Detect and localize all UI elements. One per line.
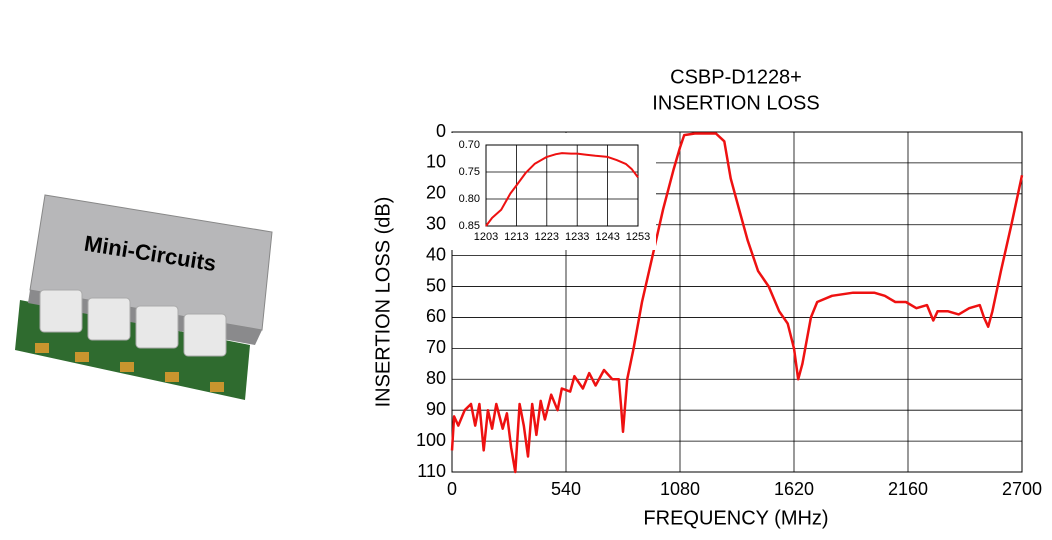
data-line (450, 132, 1024, 474)
x-tick-label: 2700 (1002, 479, 1042, 499)
data-line (485, 152, 639, 227)
y-tick-label: 0.85 (459, 220, 480, 232)
y-tick-label: 0.80 (459, 193, 480, 205)
y-axis-label: INSERTION LOSS (dB) (372, 197, 394, 408)
x-tick-label: 1080 (660, 479, 700, 499)
y-tick-label: 70 (426, 337, 446, 357)
y-tick-label: 10 (426, 152, 446, 172)
x-axis-label: FREQUENCY (MHz) (643, 507, 828, 529)
y-tick-label: 40 (426, 244, 446, 264)
y-tick-label: 0.70 (459, 139, 480, 151)
y-tick-label: 30 (426, 213, 446, 233)
x-tick-label: 0 (447, 479, 457, 499)
y-tick-label: 110 (417, 461, 446, 481)
x-tick-label: 540 (551, 479, 581, 499)
product-photo: Mini-Circuits (15, 194, 273, 400)
x-tick-label: 1620 (774, 479, 814, 499)
chart-subtitle: INSERTION LOSS (652, 92, 819, 114)
plot-area (485, 144, 639, 227)
ports (39, 289, 227, 357)
y-tick-label: 20 (426, 183, 446, 203)
x-tick-label: 1253 (626, 231, 650, 243)
x-tick-label: 1203 (474, 231, 498, 243)
pads (35, 343, 224, 392)
x-tick-label: 1223 (535, 231, 559, 243)
y-tick-label: 60 (426, 306, 446, 326)
y-tick-label: 0 (436, 121, 446, 141)
y-tick-label: 50 (426, 275, 446, 295)
x-tick-label: 1243 (595, 231, 619, 243)
x-tick-label: 2160 (888, 479, 928, 499)
chart-title: CSBP-D1228+ (670, 66, 802, 88)
y-tick-label: 80 (426, 368, 446, 388)
y-tick-label: 100 (416, 430, 446, 450)
y-tick-label: 90 (426, 399, 446, 419)
y-tick-label: 0.75 (459, 166, 480, 178)
x-tick-label: 1213 (504, 231, 528, 243)
x-tick-label: 1233 (565, 231, 589, 243)
